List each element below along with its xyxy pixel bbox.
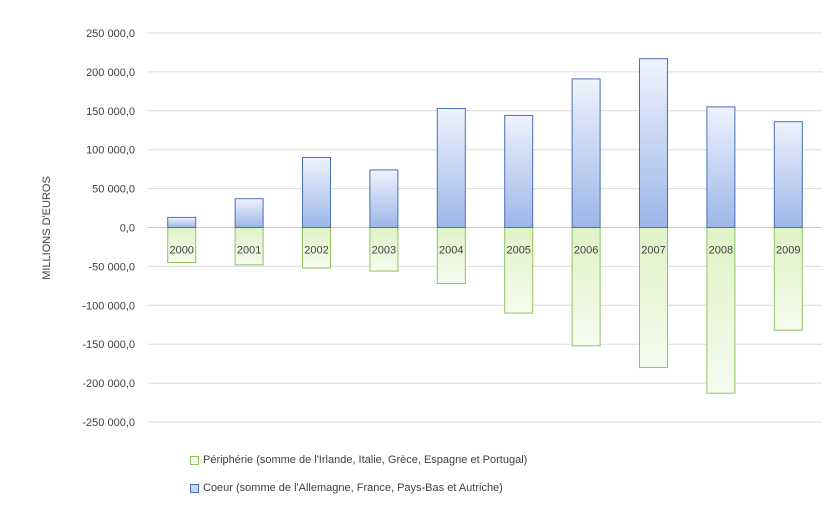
legend-label-peripherie: Périphérie (somme de l'Irlande, Italie, …: [203, 454, 528, 466]
x-category-label: 2004: [439, 245, 463, 257]
y-tick-label: 0,0: [120, 223, 135, 235]
y-tick-label: -50 000,0: [89, 261, 135, 273]
bar-coeur: [369, 169, 399, 228]
x-category-label: 2003: [372, 245, 396, 257]
bar-peripherie: [369, 227, 399, 272]
x-category-label: 2005: [506, 245, 530, 257]
y-tick-label: 250 000,0: [86, 28, 135, 40]
bar-peripherie: [773, 227, 803, 331]
x-category-label: 2001: [237, 245, 261, 257]
y-axis-label: MILLIONS D'EUROS: [41, 176, 53, 280]
bar-coeur: [571, 78, 601, 229]
bar-coeur: [234, 198, 264, 229]
legend-label-coeur: Coeur (somme de l'Allemagne, France, Pay…: [203, 482, 503, 494]
bar-peripherie: [436, 227, 466, 285]
y-tick-label: -150 000,0: [82, 339, 135, 351]
legend-swatch-coeur: [190, 483, 199, 493]
x-category-label: 2008: [709, 245, 733, 257]
legend-swatch-peripherie: [190, 455, 199, 465]
bars: [167, 58, 803, 394]
legend-item-coeur: Coeur (somme de l'Allemagne, France, Pay…: [190, 480, 527, 496]
bar-peripherie: [504, 227, 534, 314]
y-tick-label: -200 000,0: [82, 378, 135, 390]
x-category-label: 2006: [574, 245, 598, 257]
bar-coeur: [167, 216, 197, 229]
bar-peripherie: [167, 227, 197, 264]
bar-coeur: [773, 121, 803, 228]
bar-coeur: [706, 106, 736, 228]
y-tick-label: 50 000,0: [92, 184, 135, 196]
y-tick-label: -250 000,0: [82, 417, 135, 429]
legend: Périphérie (somme de l'Irlande, Italie, …: [190, 452, 527, 508]
x-category-label: 2007: [641, 245, 665, 257]
bar-peripherie: [302, 227, 331, 269]
legend-item-peripherie: Périphérie (somme de l'Irlande, Italie, …: [190, 452, 527, 468]
y-axis-ticks: 250 000,0 200 000,0 150 000,0 100 000,0 50 0…: [82, 28, 135, 429]
y-tick-label: 200 000,0: [86, 67, 135, 79]
bar-coeur: [302, 156, 331, 228]
bar-peripherie: [234, 227, 264, 266]
y-tick-label: 100 000,0: [86, 145, 135, 157]
x-category-label: 2000: [169, 245, 193, 257]
y-tick-label: -100 000,0: [82, 300, 135, 312]
x-category-label: 2002: [304, 245, 328, 257]
x-category-label: 2009: [776, 245, 800, 257]
x-axis-categories: 2000 2001 2002 2003 2004 2005 2006 2007 2008 2009: [169, 245, 800, 257]
bar-coeur: [504, 114, 534, 228]
bar-coeur: [436, 107, 466, 228]
bar-coeur: [639, 58, 668, 229]
bar-chart: 250 000,0 200 000,0 150 000,0 100 000,0 50 0…: [41, 28, 822, 429]
y-tick-label: 150 000,0: [86, 106, 135, 118]
